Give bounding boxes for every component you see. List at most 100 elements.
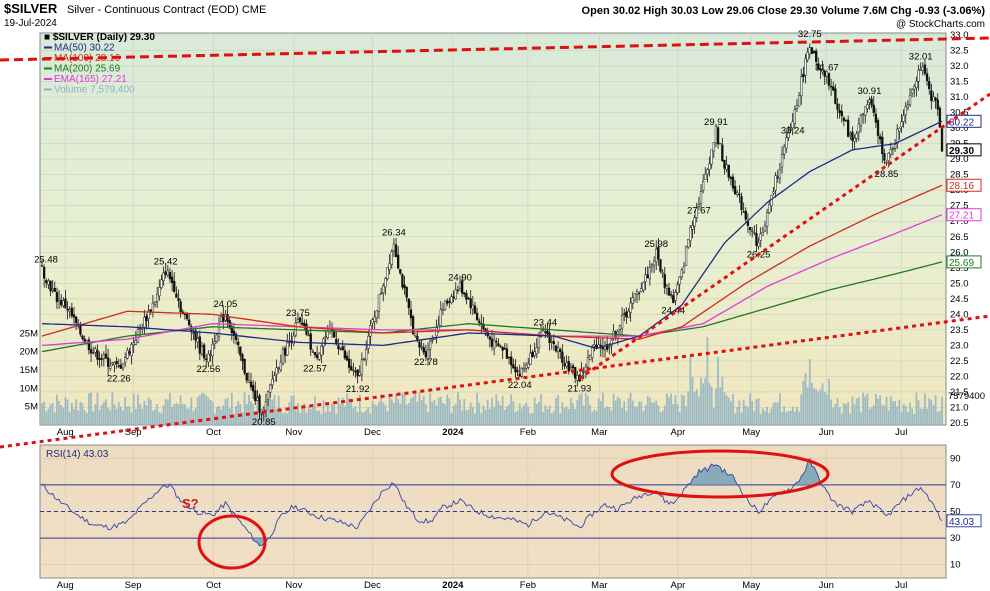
volume-bar <box>299 412 301 425</box>
candle-body <box>115 360 118 365</box>
candle-body <box>712 142 715 152</box>
volume-bar <box>49 404 52 425</box>
candle-body <box>277 367 280 369</box>
volume-bar <box>742 400 745 425</box>
volume-bar <box>538 401 540 425</box>
candle-body <box>693 217 696 227</box>
price-annotation: 31.67 <box>815 62 839 73</box>
volume-tick-label: 5M <box>25 402 38 413</box>
volume-bar <box>860 412 862 425</box>
volume-bar <box>915 392 918 425</box>
volume-bar <box>580 393 583 425</box>
candle-body <box>53 287 56 292</box>
candle-body <box>151 302 155 313</box>
candle-body <box>610 339 613 346</box>
rsi-month-label: Aug <box>57 580 74 591</box>
candle-body <box>230 326 233 334</box>
candle-body <box>759 233 762 241</box>
volume-bar <box>764 411 766 425</box>
candle-body <box>113 362 116 365</box>
volume-bar <box>301 407 304 425</box>
volume-bar <box>126 406 129 425</box>
candle-body <box>768 204 771 213</box>
volume-bar <box>128 406 131 425</box>
moving-average-lines <box>41 120 943 353</box>
volume-bar <box>375 405 378 425</box>
candle-body <box>593 344 596 347</box>
candle-body <box>117 365 120 367</box>
candle-body <box>714 125 718 144</box>
volume-bar <box>719 387 722 425</box>
volume-bar <box>523 405 525 425</box>
price-tick-label: 22.5 <box>950 356 969 367</box>
candle-body <box>251 384 255 392</box>
price-annotation: 25.98 <box>644 239 668 250</box>
rsi-legend: RSI(14) 43.03 <box>46 449 109 460</box>
candle-body <box>130 344 133 356</box>
volume-bar <box>96 392 99 425</box>
volume-bar <box>45 411 48 425</box>
candle-body <box>467 297 470 300</box>
volume-bar <box>230 392 233 425</box>
volume-bar <box>139 403 142 425</box>
candle-body <box>256 397 259 401</box>
volume-bar <box>644 405 647 425</box>
volume-bar <box>655 400 658 425</box>
candle-body <box>539 331 543 337</box>
volume-bar <box>700 377 702 425</box>
volume-bar <box>41 403 43 425</box>
candle-body <box>341 346 344 351</box>
volume-bar <box>845 404 847 425</box>
volume-bar <box>796 406 798 425</box>
candle-body <box>405 286 408 298</box>
volume-bar <box>902 404 905 425</box>
candle-body <box>303 322 306 326</box>
volume-bar <box>941 397 943 425</box>
candle-body <box>800 76 803 96</box>
volume-bar <box>499 405 502 425</box>
volume-bar <box>160 412 163 425</box>
candle-body <box>499 345 502 348</box>
candle-body <box>823 70 826 77</box>
volume-bar <box>806 387 809 425</box>
volume-bar <box>399 403 402 425</box>
volume-bar <box>510 394 513 425</box>
candle-body <box>450 296 453 303</box>
candle-body <box>638 292 641 295</box>
candle-body <box>226 314 229 322</box>
volume-bar <box>584 393 587 425</box>
candle-body <box>902 115 905 122</box>
legend-entry: ■ $SILVER (Daily) 29.30 <box>44 32 155 43</box>
volume-bar <box>497 400 500 425</box>
volume-bar <box>166 399 169 425</box>
volume-bar <box>548 405 551 425</box>
price-annotation: 22.04 <box>508 380 532 391</box>
volume-bar <box>384 404 387 425</box>
volume-bar <box>124 396 127 425</box>
volume-bar <box>759 413 762 425</box>
candle-body <box>452 296 455 298</box>
trendlines <box>0 36 990 449</box>
volume-bar <box>147 397 150 425</box>
price-annotation: 22.26 <box>107 373 131 384</box>
volume-bar <box>747 407 749 425</box>
candle-body <box>682 266 686 273</box>
candle-body <box>209 354 212 356</box>
volume-bar <box>702 383 705 425</box>
candle-body <box>896 128 899 144</box>
candle-body <box>482 323 485 330</box>
candle-body <box>697 204 701 207</box>
volume-bar <box>872 405 875 425</box>
candle-body <box>608 346 611 348</box>
candle-body <box>379 292 383 295</box>
volume-bar <box>770 408 773 425</box>
candle-body <box>928 81 931 90</box>
volume-bar <box>727 397 730 425</box>
watermark: @ StockCharts.com <box>896 19 985 30</box>
rsi-fill-area <box>688 464 738 485</box>
volume-bar <box>842 403 845 425</box>
volume-tick-label: 10M <box>20 383 39 394</box>
candle-body <box>362 358 366 360</box>
candle-body <box>819 68 822 70</box>
volume-bar <box>320 413 323 425</box>
